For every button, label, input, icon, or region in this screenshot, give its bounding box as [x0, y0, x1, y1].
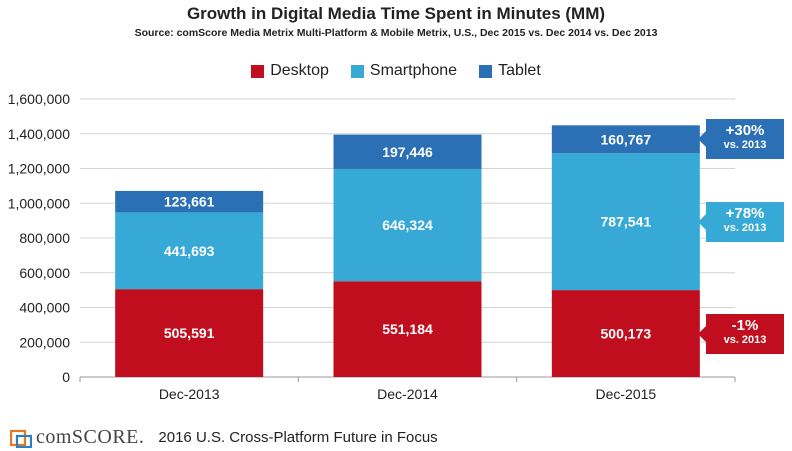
- data-label: 787,541: [601, 214, 652, 230]
- data-label: 505,591: [164, 325, 215, 341]
- y-tick-label: 1,600,000: [8, 91, 70, 107]
- data-label: 123,661: [164, 194, 215, 210]
- legend-label-smartphone: Smartphone: [369, 62, 458, 79]
- footer-caption: 2016 U.S. Cross-Platform Future in Focus: [158, 429, 438, 446]
- legend-swatch-smartphone: [350, 64, 364, 78]
- legend-item-desktop: Desktop: [251, 62, 329, 80]
- data-label: 197,446: [382, 144, 433, 160]
- y-tick-label: 200,000: [19, 334, 70, 350]
- y-tick-label: 400,000: [19, 300, 70, 316]
- y-tick-label: 1,000,000: [8, 195, 70, 211]
- bar-desktop: [115, 289, 264, 377]
- bar-tablet: [115, 190, 264, 213]
- bar-smartphone: [115, 212, 264, 290]
- chart-title: Growth in Digital Media Time Spent in Mi…: [186, 4, 606, 23]
- legend-label-tablet: Tablet: [498, 62, 541, 79]
- bar-tablet: [551, 125, 700, 154]
- legend-label-desktop: Desktop: [270, 62, 329, 79]
- y-tick-label: 1,400,000: [8, 126, 70, 142]
- x-tick-label: Dec-2014: [377, 386, 438, 402]
- legend-item-smartphone: Smartphone: [350, 62, 458, 80]
- callout-tablet: +30% vs. 2013: [698, 119, 784, 160]
- comscore-logo: comSCORE.: [10, 426, 144, 449]
- y-tick-label: 800,000: [19, 230, 70, 246]
- bar-desktop: [333, 281, 482, 377]
- x-tick-label: Dec-2013: [159, 386, 220, 402]
- bar-tablet: [333, 134, 482, 169]
- callout-note: vs. 2013: [723, 221, 767, 234]
- bar-smartphone: [551, 153, 700, 291]
- y-tick-label: 600,000: [19, 265, 70, 281]
- legend: Desktop Smartphone Tablet: [0, 62, 792, 80]
- callout-value: -1%: [731, 316, 759, 334]
- logo-text: comSCORE.: [36, 426, 145, 448]
- data-label: 551,184: [382, 321, 433, 337]
- legend-swatch-desktop: [251, 64, 265, 78]
- data-label: 160,767: [601, 131, 652, 147]
- data-label: 646,324: [382, 217, 433, 233]
- bar-smartphone: [333, 168, 482, 282]
- chart-subtitle: Source: comScore Media Metrix Multi-Plat…: [134, 27, 658, 39]
- callout-value: +30%: [725, 122, 765, 140]
- footer: comSCORE. 2016 U.S. Cross-Platform Futur…: [10, 426, 438, 449]
- legend-item-tablet: Tablet: [479, 62, 541, 80]
- data-label: 500,173: [601, 326, 652, 342]
- callout-smartphone: +78% vs. 2013: [698, 201, 784, 242]
- x-tick-label: Dec-2015: [595, 386, 656, 402]
- callout-note: vs. 2013: [723, 139, 767, 152]
- callout-value: +78%: [725, 204, 765, 222]
- y-tick-label: 0: [62, 369, 70, 385]
- data-label: 441,693: [164, 243, 215, 259]
- y-tick-label: 1,200,000: [8, 161, 70, 177]
- callout-note: vs. 2013: [723, 333, 767, 346]
- comscore-logo-icon: [10, 429, 32, 448]
- callout-desktop: -1% vs. 2013: [698, 313, 784, 354]
- legend-swatch-tablet: [479, 64, 493, 78]
- bar-desktop: [551, 290, 700, 377]
